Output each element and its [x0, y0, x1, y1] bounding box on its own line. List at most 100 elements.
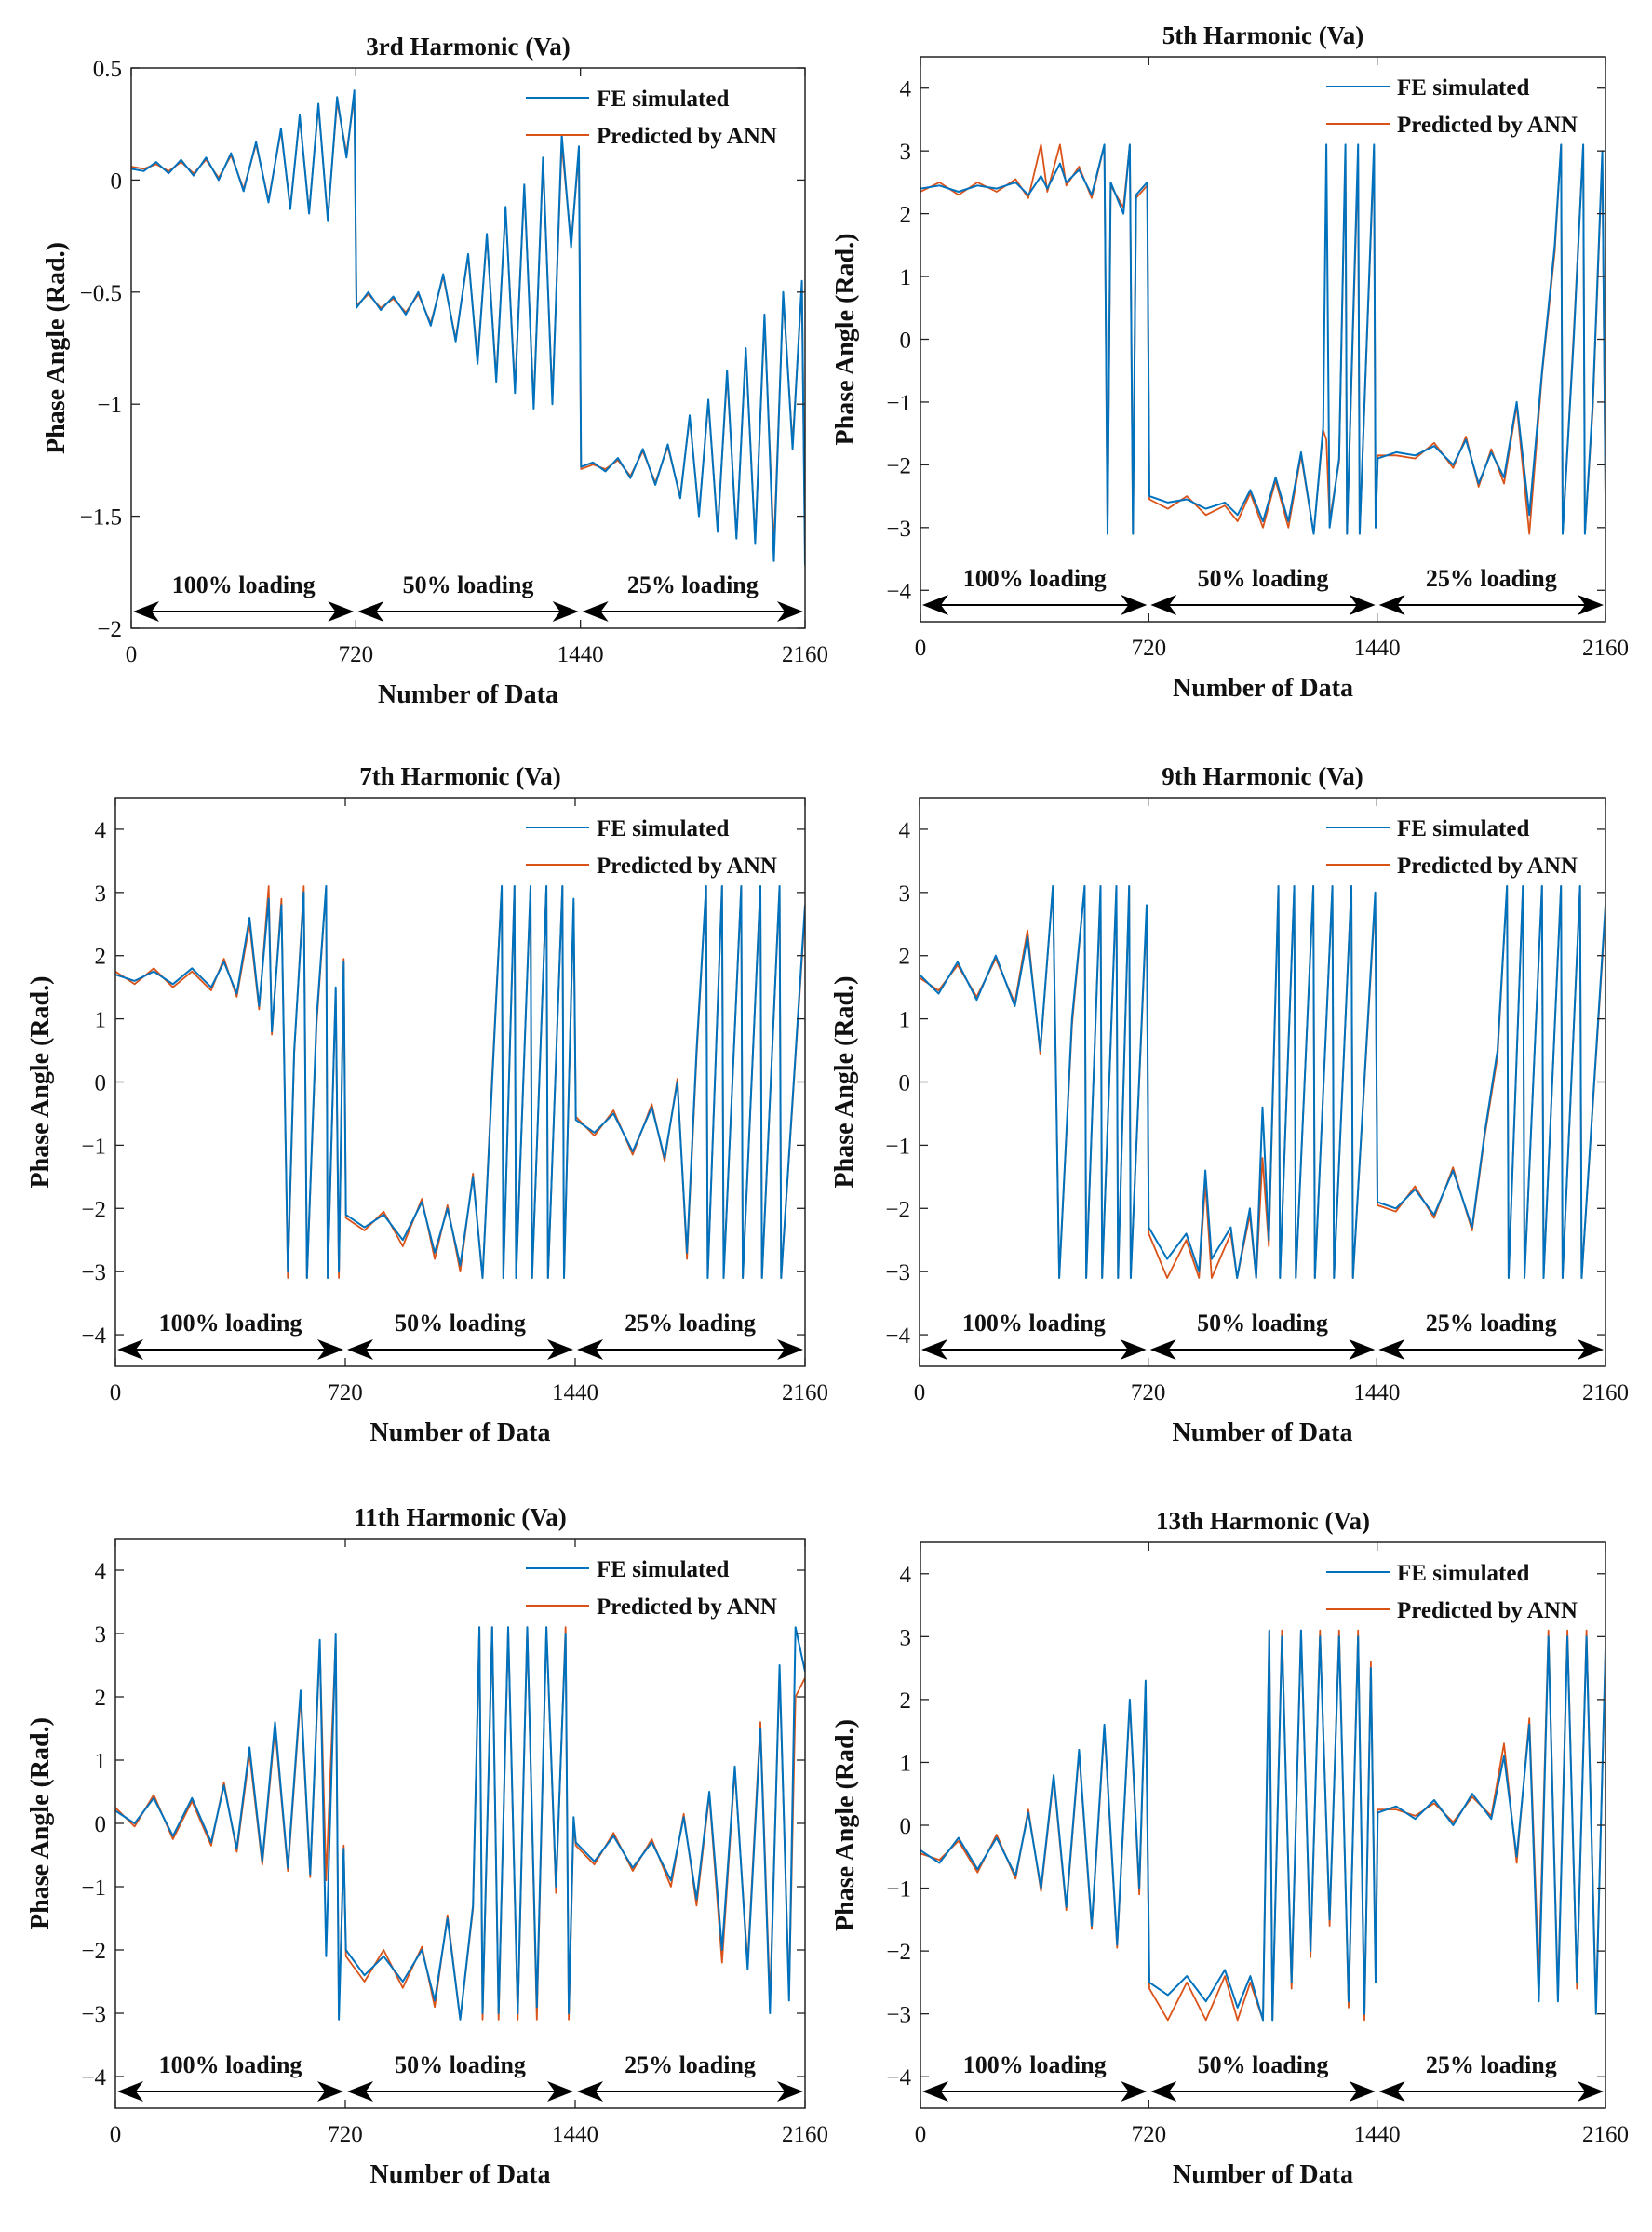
x-tick-label: 0 [110, 2122, 122, 2147]
y-tick-label: −1 [886, 391, 911, 416]
y-tick-label: 1 [900, 1751, 912, 1776]
loading-label: 100% loading [172, 571, 316, 598]
axes-frame [114, 1538, 806, 2109]
arrow-head-left [1378, 595, 1405, 615]
y-axis-label: Phase Angle (Rad.) [831, 234, 860, 446]
x-tick-label: 1440 [1353, 1380, 1400, 1405]
loading-label: 50% loading [395, 2051, 526, 2078]
series-predicted-by-ann [115, 1626, 805, 2021]
legend-label: Predicted by ANN [597, 854, 777, 879]
x-tick-label: 2160 [1582, 636, 1629, 661]
y-tick-label: −2 [886, 1940, 911, 1965]
arrow-head-left [921, 1339, 947, 1360]
y-tick-label: −2 [97, 617, 122, 642]
y-tick-label: 1 [95, 1749, 107, 1774]
arrow-head-left [1378, 2081, 1405, 2102]
x-tick-label: 0 [914, 1380, 926, 1405]
y-tick-label: −2 [81, 1197, 106, 1222]
chart-title: 13th Harmonic (Va) [1156, 1507, 1370, 1535]
y-tick-label: 2 [95, 1686, 107, 1711]
y-tick-label: 4 [95, 1559, 107, 1584]
y-tick-label: −3 [885, 1260, 910, 1285]
loading-label: 100% loading [962, 1310, 1106, 1337]
loading-label: 25% loading [1426, 2051, 1557, 2078]
y-axis-label: Phase Angle (Rad.) [26, 1717, 55, 1929]
y-tick-label: −0.5 [80, 281, 122, 306]
chart-6: 0 720 1440 2160 −4 −3 −2 −1 0 1 2 3 4 13th Harmonic (… [831, 1507, 1629, 2189]
y-tick-label: −4 [81, 1324, 106, 1349]
y-tick-label: 3 [899, 881, 911, 907]
axes-frame [919, 797, 1606, 1367]
chart-title: 9th Harmonic (Va) [1162, 762, 1363, 790]
x-tick-label: 720 [1132, 2122, 1167, 2147]
arrow-head-right [1121, 2081, 1148, 2102]
y-tick-label: −3 [81, 1260, 106, 1285]
arrow-head-left [357, 601, 384, 622]
y-tick-label: −2 [81, 1939, 106, 1964]
series-fe-simulated [920, 143, 1605, 535]
x-axis-label: Number of Data [1173, 674, 1353, 703]
loading-label: 100% loading [159, 1310, 302, 1337]
chart-1: 0 720 1440 2160 −2 −1.5 −1 −0.5 0 0.5 3rd Harmonic… [42, 33, 828, 709]
series-fe-simulated [115, 1626, 805, 2021]
y-tick-label: −4 [81, 2065, 106, 2091]
loading-label: 25% loading [625, 2051, 756, 2078]
chart-4: 0 720 1440 2160 −4 −3 −2 −1 0 1 2 3 4 9th Harmonic (V… [830, 762, 1629, 1447]
y-tick-label: 4 [95, 818, 107, 843]
y-tick-label: 1 [899, 1008, 911, 1033]
y-tick-label: −4 [885, 1324, 910, 1349]
chart-title: 3rd Harmonic (Va) [366, 33, 570, 61]
arrow-head-right [547, 2081, 573, 2102]
arrow-head-right [552, 601, 579, 622]
y-tick-label: −1 [81, 1876, 106, 1901]
arrow-head-right [1349, 2081, 1376, 2102]
x-tick-label: 1440 [552, 1380, 598, 1405]
y-tick-label: 2 [95, 945, 107, 970]
x-tick-label: 1440 [1354, 636, 1401, 661]
x-tick-label: 720 [1131, 1380, 1166, 1405]
loading-label: 50% loading [1198, 565, 1329, 592]
arrow-head-right [1349, 1339, 1376, 1360]
legend-label: Predicted by ANN [1397, 113, 1578, 138]
y-tick-label: 0 [899, 1071, 911, 1096]
y-tick-label: −4 [886, 579, 911, 604]
y-axis-label: Phase Angle (Rad.) [26, 976, 55, 1189]
chart-3: 0 720 1440 2160 −4 −3 −2 −1 0 1 2 3 4 7th Harmonic (V… [26, 762, 828, 1447]
loading-label: 50% loading [403, 571, 534, 598]
y-tick-label: 1 [95, 1008, 107, 1033]
chart-title: 11th Harmonic (Va) [354, 1503, 567, 1531]
arrow-head-left [582, 601, 609, 622]
series-fe-simulated [131, 89, 805, 566]
arrow-head-left [922, 2081, 948, 2102]
arrow-head-left [922, 595, 948, 615]
y-tick-label: 4 [900, 77, 912, 102]
legend-label: Predicted by ANN [1397, 854, 1578, 879]
loading-label: 100% loading [963, 2051, 1107, 2078]
arrow-head-left [577, 2081, 603, 2102]
legend-label: FE simulated [1397, 816, 1529, 841]
arrow-head-left [1378, 1339, 1405, 1360]
x-tick-label: 720 [339, 642, 374, 667]
x-tick-label: 0 [915, 2122, 927, 2147]
chart-5: 0 720 1440 2160 −4 −3 −2 −1 0 1 2 3 4 11th Harmonic (… [26, 1503, 828, 2189]
arrow-head-left [347, 1339, 373, 1360]
loading-label: 50% loading [395, 1310, 526, 1337]
x-tick-label: 2160 [1582, 1380, 1629, 1405]
y-tick-label: −2 [886, 453, 911, 478]
arrow-head-right [328, 601, 355, 622]
y-tick-label: −3 [886, 517, 911, 542]
y-tick-label: 0 [900, 1814, 912, 1839]
arrow-head-right [777, 1339, 803, 1360]
arrow-head-right [317, 1339, 343, 1360]
legend-label: Predicted by ANN [1397, 1598, 1578, 1623]
loading-label: 25% loading [1426, 565, 1557, 592]
y-tick-label: 3 [900, 1625, 912, 1650]
axes-frame [920, 56, 1606, 623]
x-axis-label: Number of Data [378, 680, 558, 709]
y-tick-label: 3 [900, 140, 912, 165]
y-axis-label: Phase Angle (Rad.) [830, 976, 859, 1189]
series-predicted-by-ann [115, 885, 805, 1279]
y-tick-label: 0 [900, 329, 912, 354]
arrow-head-right [1121, 595, 1148, 615]
y-tick-label: −4 [886, 2065, 911, 2091]
